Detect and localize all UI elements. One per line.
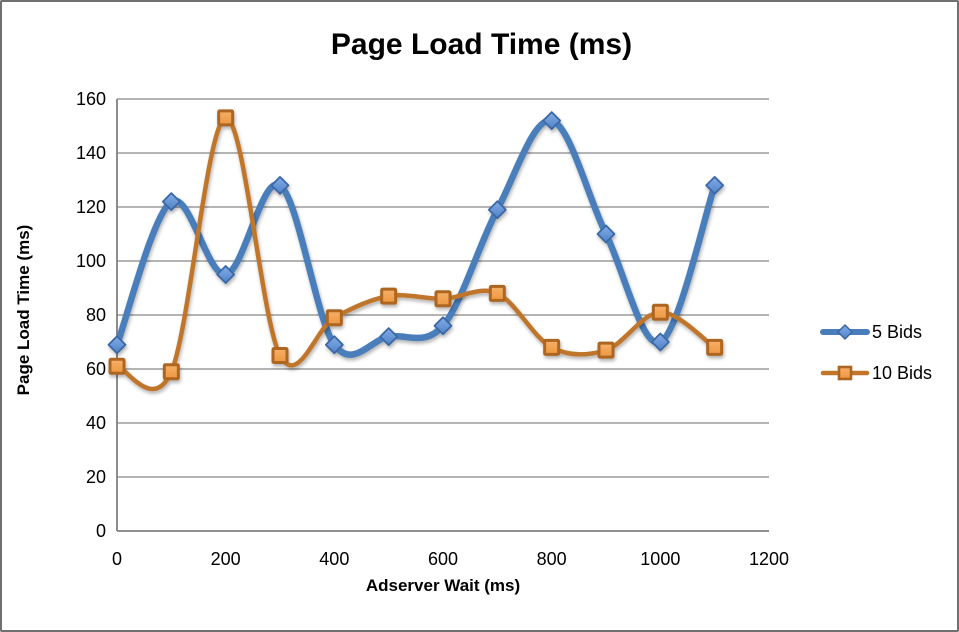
data-point-5-bids [487,200,507,220]
data-point-10-bids [488,284,506,302]
chart-title: Page Load Time (ms) [330,28,633,61]
legend: 5 Bids 10 Bids [820,320,932,385]
data-point-10-bids [543,338,561,356]
data-point-5-bids [270,176,290,195]
data-point-10-bids [271,347,289,364]
x-axis-title: Adserver Wait (ms) [365,576,521,595]
data-point-10-bids [651,303,669,321]
data-point-5-bids [379,327,399,346]
x-tick-label: 200 [211,549,241,569]
legend-swatch-10-bids-icon [820,365,870,381]
legend-swatch-5-bids-icon [820,323,870,341]
y-tick-label: 120 [76,197,106,217]
x-tick-label: 400 [319,549,349,569]
data-point-5-bids [161,192,181,211]
x-tick-label: 1000 [640,549,680,569]
y-tick-label: 40 [86,413,106,433]
data-point-10-bids [706,338,724,356]
data-point-5-bids [433,316,453,336]
data-point-5-bids [650,332,670,352]
legend-entry-5-bids: 5 Bids [820,320,932,344]
y-tick-label: 140 [76,143,106,163]
data-point-10-bids [380,287,398,305]
x-tick-label: 0 [112,549,122,569]
data-point-10-bids [325,309,343,327]
x-tick-label: 800 [537,549,567,569]
data-point-10-bids [108,357,126,375]
y-tick-label: 60 [86,359,106,379]
y-tick-label: 80 [86,305,106,325]
y-tick-label: 160 [76,89,106,109]
x-tick-label: 600 [428,549,458,569]
y-tick-label: 0 [96,521,106,541]
legend-label-5-bids: 5 Bids [872,321,923,342]
data-point-10-bids [162,363,180,381]
data-point-5-bids [216,265,236,284]
x-tick-label: 1200 [749,549,789,569]
legend-entry-10-bids: 10 Bids [820,361,932,385]
data-point-5-bids [542,111,562,130]
y-tick-label: 100 [76,251,106,271]
series-line [113,117,718,358]
data-point-10-bids [597,341,615,359]
series-5-bids [107,111,725,358]
data-point-5-bids [324,335,344,355]
data-point-10-bids [434,290,452,308]
data-point-5-bids [705,176,725,195]
data-point-5-bids [107,335,127,355]
series-10-bids [108,109,724,392]
legend-label-10-bids: 10 Bids [872,362,933,383]
data-point-10-bids [217,109,235,127]
data-point-5-bids [596,224,616,244]
y-tick-label: 20 [86,467,106,487]
